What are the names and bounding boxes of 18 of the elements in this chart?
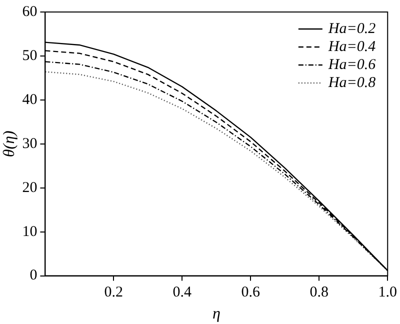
y-axis-title: θ(η) (0, 130, 18, 158)
x-tick-label: 0.6 (241, 284, 261, 301)
x-tick-label: 1.0 (378, 284, 397, 301)
x-tick-label: 0.8 (310, 284, 329, 301)
y-tick-label: 60 (22, 4, 38, 20)
legend-label: Ha=0.4 (327, 38, 376, 55)
y-tick-label: 20 (22, 180, 38, 196)
y-tick-label: 50 (22, 48, 38, 64)
legend-label: Ha=0.6 (327, 56, 376, 73)
legend-label: Ha=0.8 (327, 74, 376, 91)
y-tick-label: 10 (22, 224, 38, 240)
y-tick-label: 0 (30, 268, 38, 284)
y-tick-label: 40 (22, 92, 38, 108)
x-tick-label: 0.2 (104, 284, 124, 301)
x-axis-title: η (212, 306, 220, 323)
x-tick-label: 0.4 (172, 284, 192, 301)
y-tick-label: 30 (22, 136, 38, 152)
legend-label: Ha=0.2 (327, 20, 376, 37)
